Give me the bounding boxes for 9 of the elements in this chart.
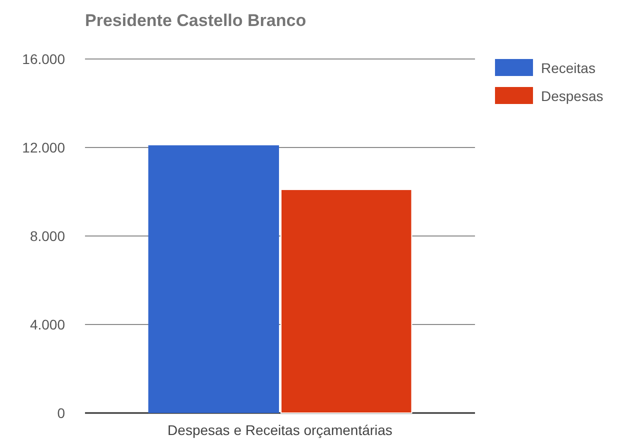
chart-title: Presidente Castello Branco (85, 11, 306, 30)
y-tick-label: 4.000 (30, 316, 66, 332)
y-tick-label: 8.000 (30, 228, 66, 244)
legend-label: Receitas (541, 60, 596, 76)
legend-label: Despesas (541, 88, 604, 104)
y-tick-label: 12.000 (22, 139, 66, 156)
x-tick-label: Despesas e Receitas orçamentárias (168, 422, 392, 438)
y-tick-label: 16.000 (22, 50, 66, 67)
y-tick-label: 0 (57, 404, 66, 421)
